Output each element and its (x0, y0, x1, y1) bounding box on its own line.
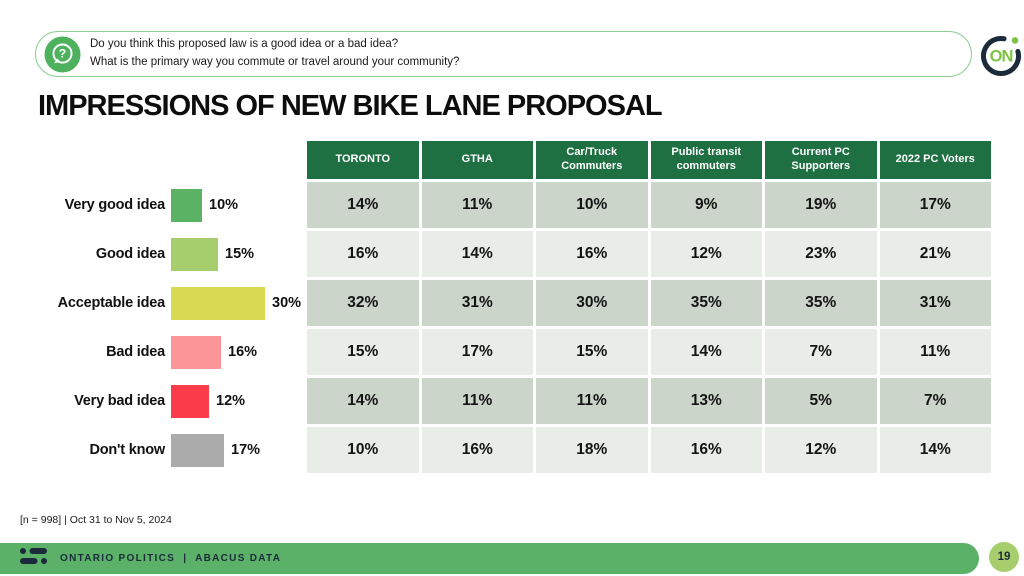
table-body: 14% 11% 10% 9% 19% 17% 16% 14% 16% 12% 23% 21% 32% 31… (307, 182, 991, 473)
footer-bar: ONTARIO POLITICS | ABACUS DATA (0, 543, 979, 574)
table-cell: 16% (421, 427, 533, 473)
table-cell: 18% (536, 427, 648, 473)
table-cell: 35% (765, 280, 877, 326)
table-cell: 11% (421, 378, 533, 424)
table-cell: 14% (421, 231, 533, 277)
table-cell: 14% (879, 427, 991, 473)
sample-footnote: [n = 998] | Oct 31 to Nov 5, 2024 (20, 514, 172, 526)
table-cell: 16% (536, 231, 648, 277)
chart-bar-value: 30% (272, 295, 302, 311)
chart-category-label: Very bad idea (74, 393, 165, 409)
table-cell: 17% (421, 329, 533, 375)
table-cell: 12% (765, 427, 877, 473)
chart-category-label: Very good idea (64, 197, 166, 213)
ontario-on-logo: ON (978, 33, 1024, 79)
table-cell: 7% (879, 378, 991, 424)
table-cell: 11% (536, 378, 648, 424)
table-column-header: Current PC Supporters (765, 141, 877, 179)
table-cell: 15% (536, 329, 648, 375)
chart-bar-value: 12% (216, 393, 246, 409)
chart-category-label: Acceptable idea (57, 295, 166, 311)
chart-bar (171, 188, 202, 222)
chart-bar (171, 237, 218, 271)
question-line-1: Do you think this proposed law is a good… (90, 38, 399, 51)
table-cell: 14% (650, 329, 762, 375)
table-cell: 32% (307, 280, 419, 326)
chart-category-label: Don't know (89, 442, 165, 458)
table-cell: 35% (650, 280, 762, 326)
chart-row: Very good idea 10% (38, 182, 338, 228)
question-text: Do you think this proposed law is a good… (36, 32, 971, 76)
table-cell: 10% (307, 427, 419, 473)
table-cell: 23% (765, 231, 877, 277)
svg-text:?: ? (59, 47, 66, 61)
question-box: ? Do you think this proposed law is a go… (35, 31, 972, 77)
table-cell: 14% (307, 378, 419, 424)
svg-text:ON: ON (990, 48, 1013, 66)
table-column-header: TORONTO (307, 141, 419, 179)
abacus-data-logo-icon (20, 547, 47, 570)
table-cell: 13% (650, 378, 762, 424)
table-cell: 16% (650, 427, 762, 473)
chart-bar-value: 17% (231, 442, 261, 458)
chart-bar (171, 384, 209, 418)
page-title: IMPRESSIONS OF NEW BIKE LANE PROPOSAL (38, 90, 663, 122)
chart-bar (171, 335, 221, 369)
question-bubble-icon: ? (44, 36, 81, 73)
table-cell: 17% (879, 182, 991, 228)
table-cell: 10% (536, 182, 648, 228)
table-header-row: TORONTO GTHA Car/Truck Commuters Public tra… (307, 141, 991, 179)
on-logo-text: ON (990, 48, 1013, 66)
footer-brand-text: ONTARIO POLITICS | ABACUS DATA (60, 553, 282, 564)
table-cell: 14% (307, 182, 419, 228)
table-cell: 5% (765, 378, 877, 424)
table-cell: 12% (650, 231, 762, 277)
table-cell: 30% (536, 280, 648, 326)
chart-bar (171, 433, 224, 467)
chart-category-label: Good idea (95, 246, 165, 262)
chart-row: Don't know 17% (38, 427, 338, 473)
table-column-header: 2022 PC Voters (879, 141, 991, 179)
table-cell: 31% (879, 280, 991, 326)
page-number-badge: 19 (989, 542, 1019, 572)
chart-row: Acceptable idea 30% (38, 280, 338, 326)
impressions-bar-chart: Very good idea 10% Good idea 15% Acceptable … (38, 182, 338, 476)
table-cell: 11% (421, 182, 533, 228)
chart-row: Bad idea 16% (38, 329, 338, 375)
table-column-header: Public transit commuters (650, 141, 762, 179)
chart-row: Good idea 15% (38, 231, 338, 277)
table-cell: 9% (650, 182, 762, 228)
chart-bar-value: 15% (225, 246, 255, 262)
question-line-2: What is the primary way you commute or t… (90, 56, 460, 68)
chart-bar-value: 16% (228, 344, 258, 360)
chart-bar-value: 10% (209, 197, 239, 213)
table-cell: 16% (307, 231, 419, 277)
table-cell: 19% (765, 182, 877, 228)
crosstab-table: TORONTO GTHA Car/Truck Commuters Public tra… (307, 141, 991, 473)
table-cell: 31% (421, 280, 533, 326)
table-cell: 15% (307, 329, 419, 375)
table-column-header: Car/Truck Commuters (536, 141, 648, 179)
chart-row: Very bad idea 12% (38, 378, 338, 424)
chart-bar (171, 286, 265, 320)
table-cell: 21% (879, 231, 991, 277)
table-cell: 11% (879, 329, 991, 375)
chart-category-label: Bad idea (106, 344, 165, 360)
table-column-header: GTHA (421, 141, 533, 179)
table-cell: 7% (765, 329, 877, 375)
